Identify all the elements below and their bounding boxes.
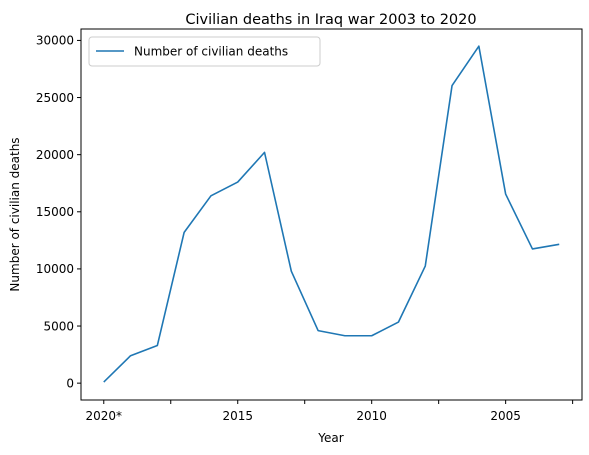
data-point-2007 <box>450 84 454 88</box>
x-tick-label: 2020* <box>85 409 122 423</box>
data-point-2003 <box>557 242 561 246</box>
data-point-2020 <box>102 380 106 384</box>
y-axis: 0 5000 10000 15000 20000 25000 30000 <box>36 34 81 390</box>
x-axis: 2020* 2015 2010 2005 <box>85 400 574 423</box>
x-axis-label: Year <box>317 431 343 445</box>
legend-entry-label: Number of civilian deaths <box>134 45 288 59</box>
x-tick-label: 2015 <box>222 409 253 423</box>
plot-area <box>102 44 561 384</box>
legend: Number of civilian deaths <box>88 36 321 67</box>
y-tick-label: 0 <box>66 376 74 390</box>
legend-box <box>88 36 321 67</box>
data-point-2015 <box>236 180 240 184</box>
data-point-2016 <box>209 194 213 198</box>
y-tick-label: 10000 <box>36 262 74 276</box>
data-point-2019 <box>129 354 133 358</box>
data-point-2009 <box>396 320 400 324</box>
y-tick-label: 20000 <box>36 148 74 162</box>
data-point-2013 <box>289 269 293 273</box>
x-tick-label: 2005 <box>490 409 521 423</box>
chart-title: Civilian deaths in Iraq war 2003 to 2020 <box>185 12 476 28</box>
x-tick-label: 2010 <box>356 409 387 423</box>
plot-frame <box>80 28 583 401</box>
data-point-2010 <box>370 334 374 338</box>
data-point-2017 <box>182 230 186 234</box>
series-line-civilian-deaths <box>103 45 560 383</box>
data-point-2012 <box>316 329 320 333</box>
data-point-2008 <box>423 264 427 268</box>
y-tick-label: 15000 <box>36 205 74 219</box>
y-tick-label: 25000 <box>36 91 74 105</box>
y-axis-label: Number of civilian deaths <box>8 137 22 291</box>
data-point-2005 <box>504 192 508 196</box>
data-point-2006 <box>477 44 481 48</box>
data-point-2011 <box>343 334 347 338</box>
y-tick-label: 5000 <box>43 319 74 333</box>
data-point-2004 <box>530 247 534 251</box>
data-point-2014 <box>263 150 267 154</box>
y-tick-label: 30000 <box>36 34 74 48</box>
data-point-2018 <box>155 343 159 347</box>
